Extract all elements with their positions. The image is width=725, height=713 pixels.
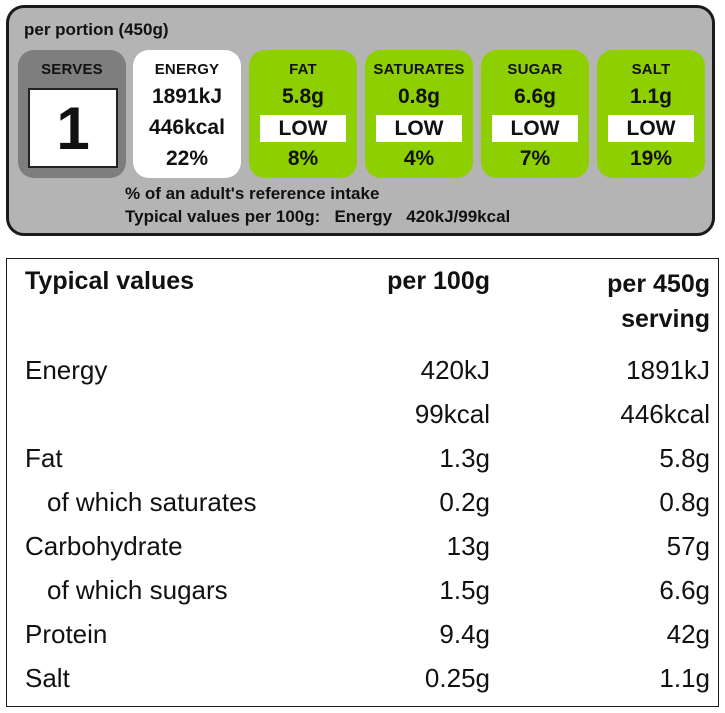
nutrient-amount: 6.6g [513, 85, 557, 108]
nutrient-percent: 4% [403, 147, 435, 170]
salt-tile: SALT 1.1g LOW 19% [597, 50, 705, 178]
serves-tile: SERVES 1 [18, 50, 126, 178]
fat-tile: FAT 5.8g LOW 8% [249, 50, 357, 178]
table-row: Salt 0.25g 1.1g [7, 663, 718, 707]
nutrient-percent: 19% [629, 147, 673, 170]
row-label: Fat [25, 443, 63, 473]
row-serving: 0.8g [659, 487, 710, 517]
header-serving-line2: serving [621, 305, 710, 333]
energy-kj: 1891kJ [151, 85, 223, 108]
energy-tile: ENERGY 1891kJ 446kcal 22% [133, 50, 241, 178]
row-per100: 420kJ [420, 355, 490, 385]
nutrient-name: SALT [631, 61, 671, 78]
row-per100: 1.3g [439, 443, 490, 473]
row-label: of which sugars [47, 575, 228, 605]
row-per100: 99kcal [414, 399, 490, 429]
row-per100: 1.5g [439, 575, 490, 605]
energy-kcal: 446kcal [149, 116, 225, 139]
typical-energy-value: 420kJ/99kcal [406, 207, 511, 226]
reference-intake-note: % of an adult's reference intake [125, 184, 380, 203]
header-per-100g: per 100g [387, 267, 490, 295]
typical-energy-label: Energy [334, 207, 393, 226]
nutrient-level: LOW [608, 115, 694, 142]
serves-label: SERVES [41, 61, 103, 78]
table-row: Energy 420kJ 1891kJ [7, 355, 718, 399]
typical-values-note: Typical values per 100g: Energy 420kJ/99… [125, 207, 510, 227]
nutrient-percent: 7% [519, 147, 551, 170]
row-label: Energy [25, 355, 108, 385]
nutrient-name: SUGAR [507, 61, 563, 78]
row-serving: 1.1g [659, 663, 710, 693]
table-row: Protein 9.4g 42g [7, 619, 718, 663]
row-label: Protein [25, 619, 108, 649]
header-serving-line1: per 450g [607, 270, 710, 298]
saturates-tile: SATURATES 0.8g LOW 4% [365, 50, 473, 178]
table-row: Fat 1.3g 5.8g [7, 443, 718, 487]
row-per100: 0.2g [439, 487, 490, 517]
row-serving: 42g [666, 619, 710, 649]
row-serving: 5.8g [659, 443, 710, 473]
row-serving: 57g [666, 531, 710, 561]
nutrient-amount: 1.1g [629, 85, 673, 108]
row-per100: 0.25g [424, 663, 490, 693]
nutrition-table: Typical values per 100g per 450g serving … [6, 258, 719, 707]
nutrient-name: FAT [289, 61, 317, 78]
typical-prefix: Typical values per 100g: [125, 207, 321, 226]
row-serving: 6.6g [659, 575, 710, 605]
row-label: Carbohydrate [25, 531, 183, 561]
nutrient-level: LOW [492, 115, 578, 142]
front-of-pack-label: per portion (450g) SERVES 1 ENERGY 1891k… [6, 5, 715, 236]
serves-value: 1 [28, 88, 118, 168]
table-row: of which sugars 1.5g 6.6g [7, 575, 718, 619]
table-row: Carbohydrate 13g 57g [7, 531, 718, 575]
portion-title: per portion (450g) [24, 20, 169, 39]
energy-label: ENERGY [154, 61, 220, 78]
row-serving: 446kcal [620, 399, 710, 429]
sugar-tile: SUGAR 6.6g LOW 7% [481, 50, 589, 178]
nutrient-amount: 5.8g [281, 85, 325, 108]
table-row: of which saturates 0.2g 0.8g [7, 487, 718, 531]
header-per-serving: per 450g serving [607, 267, 710, 337]
nutrient-percent: 8% [287, 147, 319, 170]
table-row: 99kcal 446kcal [7, 399, 718, 443]
row-label: of which saturates [47, 487, 257, 517]
nutrient-name: SATURATES [373, 61, 465, 78]
energy-percent: 22% [165, 147, 209, 170]
header-typical-values: Typical values [25, 267, 195, 295]
nutrient-level: LOW [376, 115, 462, 142]
nutrient-amount: 0.8g [397, 85, 441, 108]
row-per100: 9.4g [439, 619, 490, 649]
row-serving: 1891kJ [626, 355, 710, 385]
row-per100: 13g [446, 531, 490, 561]
nutrient-level: LOW [260, 115, 346, 142]
row-label: Salt [25, 663, 70, 693]
